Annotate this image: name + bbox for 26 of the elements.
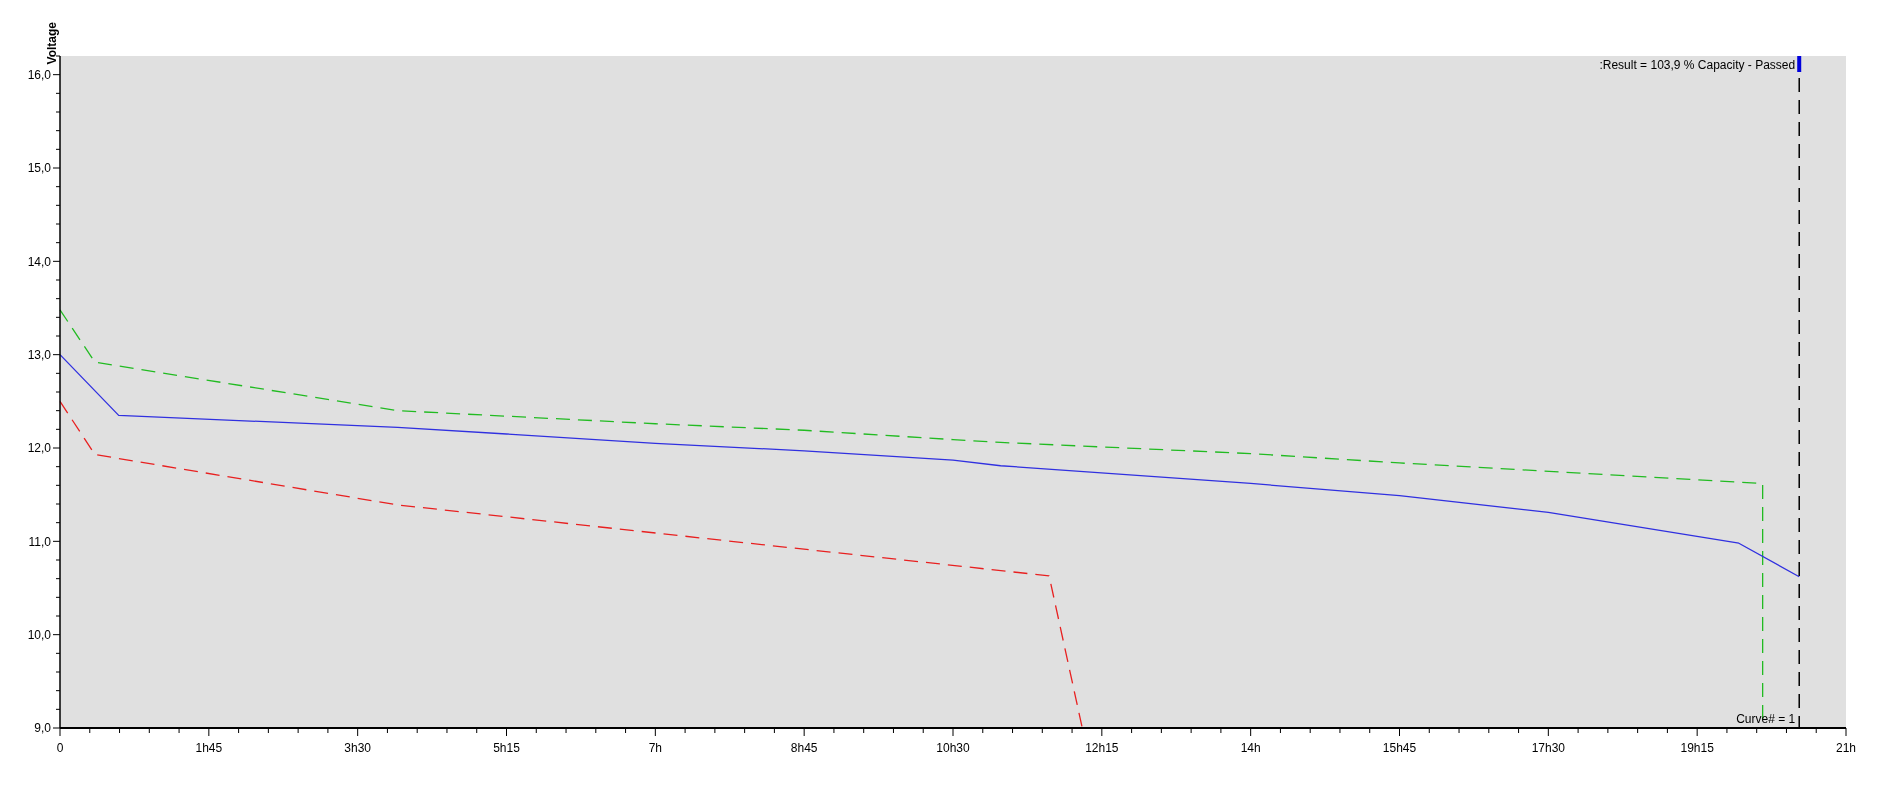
y-tick-label: 12,0	[27, 441, 52, 456]
x-tick-label: 7h	[648, 741, 663, 755]
y-axis-title: Voltage	[45, 21, 59, 65]
annotation: :Result = 103,9 % Capacity - Passed	[1599, 58, 1796, 72]
annotation: Curve# = 1	[1736, 712, 1796, 726]
x-tick-label: 12h15	[1085, 741, 1119, 755]
y-tick-label: 16,0	[27, 67, 52, 82]
y-tick-label: 9,0	[34, 721, 52, 736]
y-tick-label: 15,0	[27, 161, 52, 176]
x-tick-label: 5h15	[493, 741, 521, 755]
x-tick-label: 0	[56, 741, 64, 755]
line-series	[59, 400, 1083, 729]
x-tick-label: 1h45	[195, 741, 223, 755]
x-tick-label: 15h45	[1382, 741, 1417, 755]
y-tick-label: 10,0	[27, 627, 52, 642]
x-tick-label: 8h45	[790, 741, 818, 755]
x-tick-label: 10h30	[936, 741, 971, 755]
y-tick-label: 11,0	[28, 534, 52, 549]
x-tick-label: 17h30	[1531, 741, 1566, 755]
line-series	[59, 354, 1800, 578]
x-tick-label: 19h15	[1680, 741, 1715, 755]
x-tick-label: 14h	[1240, 741, 1261, 755]
y-tick-label: 13,0	[27, 347, 52, 362]
y-tick-label: 14,0	[27, 254, 52, 269]
x-tick-label: 21h	[1835, 741, 1857, 755]
x-tick-label: 3h30	[344, 741, 372, 755]
